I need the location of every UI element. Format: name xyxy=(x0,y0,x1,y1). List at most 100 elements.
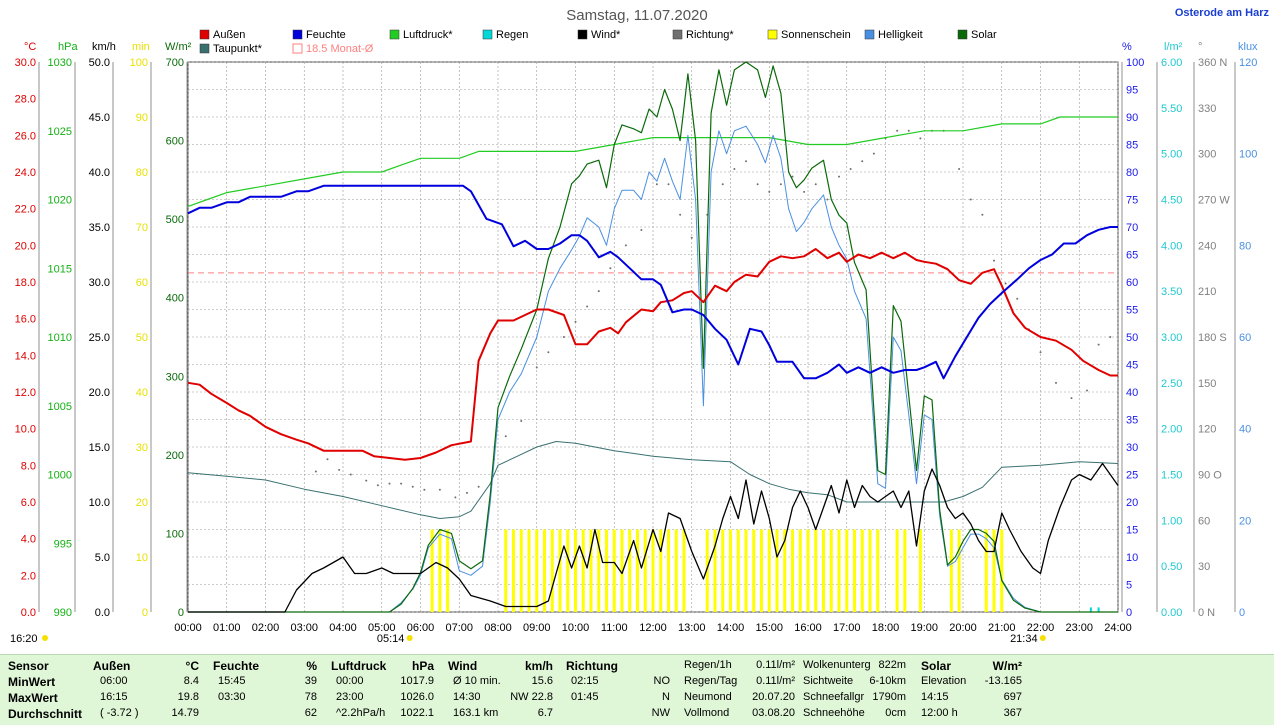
sunshine-bar xyxy=(519,529,523,612)
x-tick-label: 11:00 xyxy=(601,622,628,634)
series-line-wind xyxy=(188,462,1119,613)
stat-regen-label: Regen/1h xyxy=(684,659,732,671)
sunshine-bar xyxy=(612,529,616,612)
direction-point xyxy=(667,183,670,186)
direction-point xyxy=(314,470,317,473)
series-line-helligkeit xyxy=(188,125,1118,613)
axis-tick-pct: 45 xyxy=(1126,360,1138,372)
sunshine-bar xyxy=(903,529,907,612)
sunshine-bar xyxy=(651,529,655,612)
axis-tick-pct: 100 xyxy=(1126,57,1144,69)
chart-title: Samstag, 11.07.2020 xyxy=(566,7,708,24)
x-tick-label: 19:00 xyxy=(910,622,938,634)
axis-tick-pct: 35 xyxy=(1126,415,1138,427)
sunshine-bar xyxy=(550,529,554,612)
sunshine-bar xyxy=(543,529,546,612)
axis-tick-min: 60 xyxy=(136,277,148,289)
stat-solar-label: 14:15 xyxy=(921,691,949,703)
axis-tick-klux: 20 xyxy=(1239,515,1251,527)
stat-richtung-value: NO xyxy=(653,675,671,687)
stat-schneefall-label: Schneefallgr xyxy=(803,691,865,703)
sunshine-bar xyxy=(767,529,771,612)
stat-richtung-value: N xyxy=(662,691,670,703)
sunshine-bar xyxy=(806,529,810,612)
series-line-taupunkt xyxy=(187,441,1119,519)
direction-point xyxy=(1004,282,1007,285)
axis-tick-temp: 18.0 xyxy=(15,277,36,289)
stat-neumond-label: Neumond xyxy=(684,691,732,703)
legend-swatch-helligkeit xyxy=(864,29,875,40)
axis-tick-pct: 55 xyxy=(1126,305,1138,317)
sunshine-bar xyxy=(643,529,647,612)
direction-point xyxy=(1109,336,1112,338)
stat-solar-value: 697 xyxy=(1003,691,1022,703)
axis-tick-wm2: 100 xyxy=(166,528,184,540)
direction-point xyxy=(365,479,368,482)
sunshine-bar xyxy=(868,529,872,612)
axis-tick-kmh: 35.0 xyxy=(89,222,110,234)
axis-tick-deg: 120 xyxy=(1198,424,1216,436)
direction-point xyxy=(838,175,840,178)
x-tick-label: 00:00 xyxy=(174,622,202,634)
sunshine-bar xyxy=(620,529,624,612)
axis-tick-wm2: 200 xyxy=(166,450,184,462)
sunshine-bar xyxy=(504,529,508,612)
axis-unit-pct: % xyxy=(1122,41,1132,53)
stat-header-wind: Wind xyxy=(448,659,478,673)
stat-header-feuchte: Feuchte xyxy=(213,659,260,673)
x-tick-label: 20:00 xyxy=(949,622,977,634)
sunshine-bar xyxy=(574,529,577,612)
sunshine-bar xyxy=(837,529,841,612)
stat-row-label: MinWert xyxy=(8,675,56,689)
axis-tick-deg: 30 xyxy=(1198,561,1210,573)
direction-point xyxy=(477,485,480,488)
direction-point xyxy=(969,198,972,201)
axis-tick-kmh: 5.0 xyxy=(95,552,110,564)
stat-wolken-value: 6-10km xyxy=(869,675,906,687)
axis-tick-temp: 28.0 xyxy=(15,94,36,106)
sunshine-bar xyxy=(605,529,608,612)
direction-point xyxy=(411,485,414,488)
sunshine-bar xyxy=(798,529,802,612)
sunshine-bar xyxy=(438,529,442,612)
sunshine-bar xyxy=(918,529,922,612)
axis-tick-hpa: 1025 xyxy=(48,126,72,138)
sunshine-bar xyxy=(682,529,686,612)
legend-swatch-sonnenschein xyxy=(767,29,778,40)
axis-tick-deg: 150 xyxy=(1198,378,1216,390)
legend-label-wind: Wind* xyxy=(591,29,621,41)
direction-point xyxy=(349,473,352,476)
legend-swatch-feuchte xyxy=(292,29,303,40)
axis-tick-wm2: 300 xyxy=(166,371,184,383)
axis-tick-lm2: 2.00 xyxy=(1161,424,1182,436)
axis-tick-pct: 0 xyxy=(1126,607,1132,619)
stat-luftdruck-time: 00:00 xyxy=(336,675,364,687)
legend-swatch-luftdruck xyxy=(389,29,400,40)
sunshine-bar xyxy=(845,529,849,612)
current-time-icon xyxy=(42,635,48,641)
legend-label-regen: Regen xyxy=(496,29,528,41)
legend-label-sonnenschein: Sonnenschein xyxy=(781,29,851,41)
axis-tick-temp: 4.0 xyxy=(21,534,36,546)
axis-tick-pct: 65 xyxy=(1126,250,1138,262)
stat-richtung-value: NW xyxy=(651,707,670,719)
stat-aussen-value: 8.4 xyxy=(183,675,199,687)
axis-tick-pct: 80 xyxy=(1126,167,1138,179)
x-tick-label: 04:00 xyxy=(329,622,357,634)
stat-header-luftdruck: Luftdruck xyxy=(331,659,387,673)
axis-tick-min: 70 xyxy=(136,222,148,234)
axis-tick-temp: 20.0 xyxy=(15,240,36,252)
rain-bar xyxy=(1089,607,1092,612)
stat-regen-label: Vollmond xyxy=(684,707,730,719)
sunshine-bar xyxy=(895,529,899,612)
series-line-luftdruck xyxy=(187,116,1118,207)
sunshine-bar xyxy=(775,529,779,612)
direction-point xyxy=(400,482,403,485)
sunshine-bar xyxy=(705,529,709,612)
direction-point xyxy=(779,183,782,186)
sunrise-label: 05:14 xyxy=(377,633,405,645)
direction-point xyxy=(1055,381,1057,384)
legend-swatch-aussen xyxy=(199,29,210,40)
direction-point xyxy=(861,160,864,163)
direction-point xyxy=(721,183,724,186)
